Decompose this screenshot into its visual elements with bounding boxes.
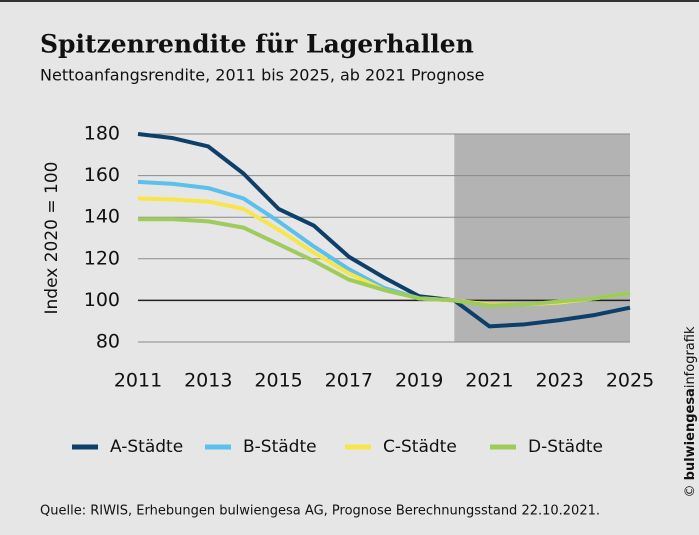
y-tick-label: 80 bbox=[96, 331, 120, 353]
top-rule bbox=[0, 0, 699, 2]
y-tick-label: 140 bbox=[84, 206, 120, 228]
y-tick-label: 160 bbox=[84, 164, 120, 186]
x-tick-label: 2025 bbox=[606, 370, 654, 392]
x-tick-label: 2021 bbox=[465, 370, 513, 392]
legend-label: D-Städte bbox=[528, 437, 603, 457]
x-tick-label: 2015 bbox=[254, 370, 302, 392]
credit-symbol: © bbox=[683, 485, 698, 498]
legend-label: A-Städte bbox=[110, 437, 183, 457]
legend-label: C-Städte bbox=[383, 437, 457, 457]
forecast-shade bbox=[454, 134, 630, 342]
y-tick-label: 100 bbox=[84, 289, 120, 311]
source: Quelle: RIWIS, Erhebungen bulwiengesa AG… bbox=[40, 504, 600, 519]
series-line bbox=[137, 132, 631, 329]
credit-suffix: infografik bbox=[683, 326, 698, 388]
chart-subtitle: Nettoanfangsrendite, 2011 bis 2025, ab 2… bbox=[40, 66, 484, 85]
y-tick-label: 180 bbox=[84, 123, 120, 145]
chart-title: Spitzenrendite für Lagerhallen bbox=[40, 30, 474, 59]
credit: © bulwiengesainfografik bbox=[683, 326, 698, 497]
series-line bbox=[138, 217, 631, 308]
x-tick-label: 2011 bbox=[114, 370, 162, 392]
y-axis-label: Index 2020 = 100 bbox=[42, 162, 62, 315]
x-tick-label: 2017 bbox=[325, 370, 373, 392]
legend-label: B-Städte bbox=[243, 437, 317, 457]
x-tick-label: 2013 bbox=[184, 370, 232, 392]
y-tick-label: 120 bbox=[84, 247, 120, 269]
credit-brand: bulwiengesa bbox=[683, 388, 698, 480]
x-tick-label: 2023 bbox=[536, 370, 584, 392]
x-tick-label: 2019 bbox=[395, 370, 443, 392]
